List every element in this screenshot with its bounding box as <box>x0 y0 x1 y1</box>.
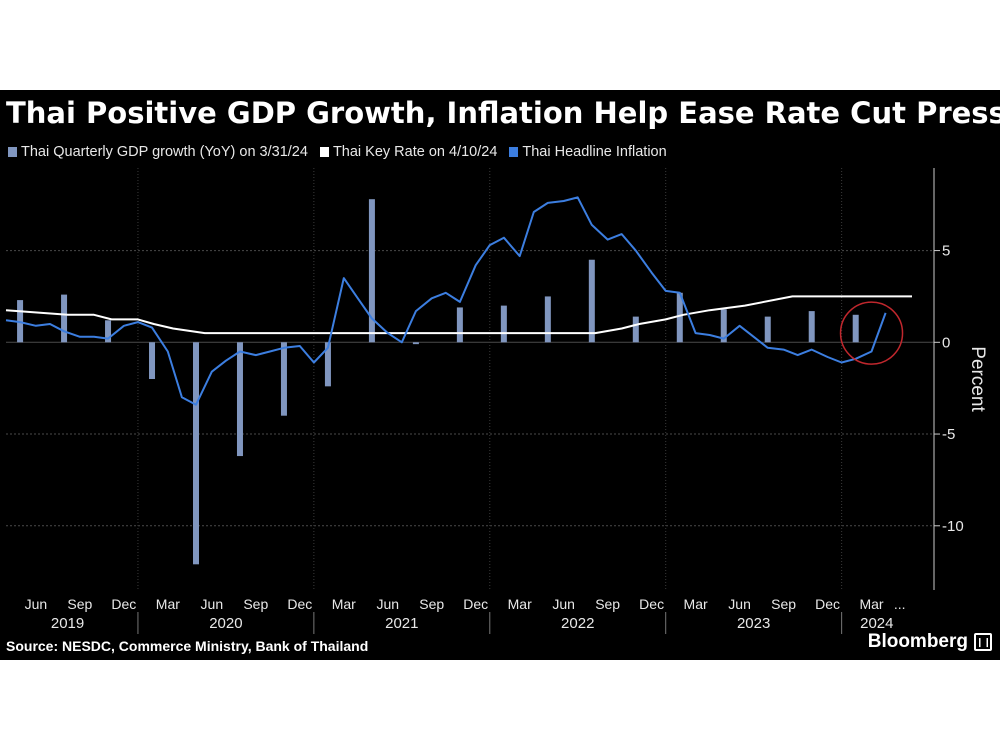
legend-item-gdp: Thai Quarterly GDP growth (YoY) on 3/31/… <box>8 144 308 160</box>
gdp-bar <box>720 309 727 343</box>
gdp-bar <box>588 259 595 343</box>
chart-title: Thai Positive GDP Growth, Inflation Help… <box>6 96 1000 130</box>
legend-label-gdp: Thai Quarterly GDP growth (YoY) on 3/31/… <box>21 144 308 160</box>
x-tick-label: Dec <box>815 596 840 612</box>
legend-swatch-inflation <box>509 147 519 157</box>
gdp-bar <box>368 199 375 343</box>
gdp-bar <box>632 316 639 343</box>
gdp-bar <box>852 314 859 343</box>
x-tick-label: Mar <box>508 596 532 612</box>
x-tick-label: Mar <box>332 596 356 612</box>
bloomberg-logo: Bloomberg ❙❙ <box>868 631 992 653</box>
legend-swatch-key-rate <box>319 147 329 157</box>
x-tick-label: Jun <box>728 596 751 612</box>
bloomberg-mark-icon: ❙❙ <box>974 633 992 651</box>
gdp-bar <box>544 296 551 343</box>
gdp-bar <box>192 342 199 565</box>
inflation-line <box>5 196 887 406</box>
gdp-bar <box>456 307 463 343</box>
x-tick-label: Dec <box>463 596 488 612</box>
gdp-bar <box>61 294 68 343</box>
x-tick-label: Jun <box>376 596 399 612</box>
y-tick-label: 0 <box>942 334 950 351</box>
highlight-circle <box>839 301 904 365</box>
y-axis-label: Percent <box>967 346 988 412</box>
gdp-bar <box>280 342 287 416</box>
x-tick-label: Dec <box>111 596 136 612</box>
chart-legend: Thai Quarterly GDP growth (YoY) on 3/31/… <box>8 144 667 160</box>
gdp-bar <box>676 292 683 343</box>
x-year-label: 2023 <box>737 615 770 632</box>
source-note: Source: NESDC, Commerce Ministry, Bank o… <box>6 638 369 654</box>
x-tick-label: ... <box>894 596 906 612</box>
legend-item-key-rate: Thai Key Rate on 4/10/24 <box>319 144 498 160</box>
gdp-bar <box>764 316 771 343</box>
legend-label-key-rate: Thai Key Rate on 4/10/24 <box>332 144 498 160</box>
x-tick-label: Jun <box>25 596 48 612</box>
x-year-label: 2020 <box>209 615 242 632</box>
x-year-label: 2022 <box>561 615 594 632</box>
gdp-bar <box>808 311 815 343</box>
legend-label-inflation: Thai Headline Inflation <box>522 144 667 160</box>
y-tick-label: -5 <box>942 426 955 443</box>
brand-name: Bloomberg <box>867 631 968 652</box>
x-tick-label: Dec <box>287 596 312 612</box>
x-tick-label: Sep <box>419 596 444 612</box>
gdp-bar <box>500 305 507 343</box>
x-tick-label: Sep <box>243 596 268 612</box>
y-tick-label: -10 <box>942 518 964 535</box>
chart-plot: 5 0 -5 -10 Percent Jun Sep Dec Mar Jun Sep Dec Mar Ju… <box>5 168 988 634</box>
key-rate-line <box>5 295 912 335</box>
chart-panel: 5 0 -5 -10 Percent Jun Sep Dec Mar Jun Sep Dec Mar Ju… <box>0 90 1000 660</box>
x-tick-label: Dec <box>639 596 664 612</box>
x-tick-label: Mar <box>859 596 883 612</box>
x-tick-label: Jun <box>201 596 224 612</box>
gdp-bar <box>324 342 331 387</box>
x-tick-label: Sep <box>67 596 92 612</box>
x-year-label: 2024 <box>860 615 893 632</box>
x-tick-label: Mar <box>684 596 708 612</box>
x-tick-label: Sep <box>771 596 796 612</box>
y-tick-label: 5 <box>942 243 950 260</box>
x-tick-label: Jun <box>552 596 575 612</box>
gdp-bar <box>105 320 112 343</box>
legend-swatch-gdp <box>8 147 17 157</box>
gdp-bar <box>149 342 156 379</box>
x-tick-label: Sep <box>595 596 620 612</box>
x-tick-label: Mar <box>156 596 180 612</box>
x-year-label: 2019 <box>51 615 84 632</box>
x-year-label: 2021 <box>385 615 418 632</box>
gdp-bar <box>412 342 419 345</box>
legend-item-inflation: Thai Headline Inflation <box>509 144 667 160</box>
gdp-bar <box>236 342 243 457</box>
